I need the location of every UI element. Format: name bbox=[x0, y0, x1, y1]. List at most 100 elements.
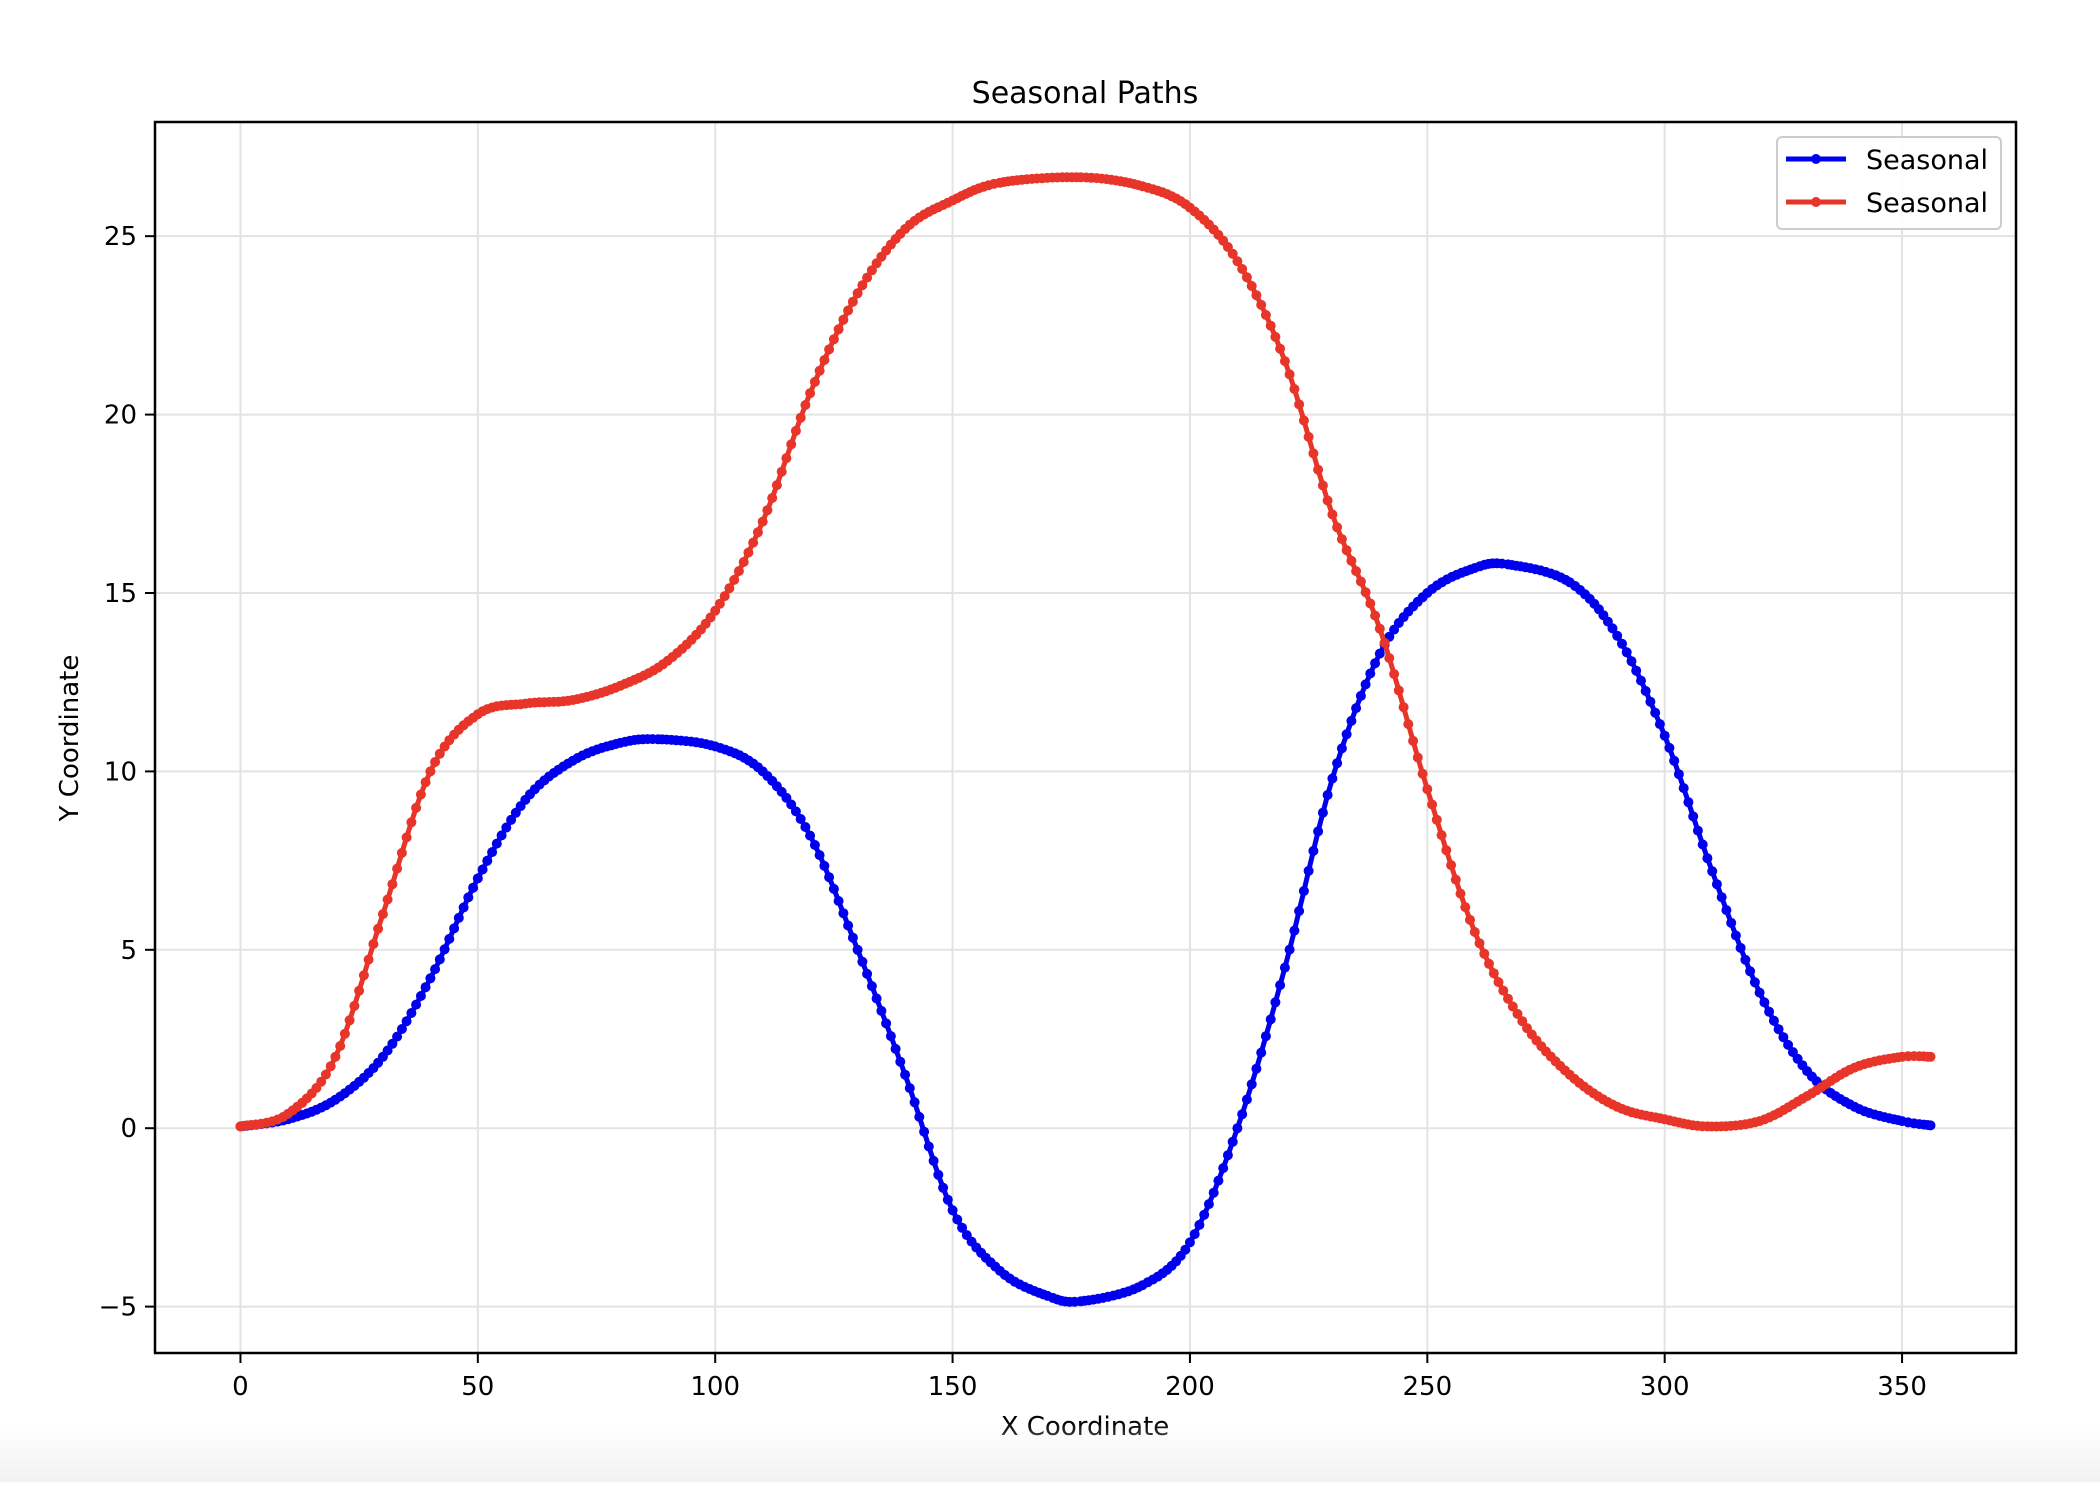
data-point-marker bbox=[1636, 675, 1646, 686]
data-point-marker bbox=[1512, 1008, 1523, 1019]
data-point-marker bbox=[1645, 696, 1656, 707]
data-point-marker bbox=[942, 1194, 953, 1205]
data-point-marker bbox=[852, 944, 863, 955]
data-point-marker bbox=[1707, 866, 1718, 877]
data-point-marker bbox=[1313, 464, 1324, 475]
data-point-marker bbox=[781, 453, 792, 464]
data-point-marker bbox=[1469, 927, 1480, 937]
data-point-marker bbox=[1265, 320, 1276, 331]
data-point-marker bbox=[1218, 1163, 1229, 1174]
legend-label: Seasonal bbox=[1866, 145, 1988, 176]
data-point-marker bbox=[1721, 905, 1732, 916]
data-point-marker bbox=[1246, 281, 1257, 291]
data-point-marker bbox=[719, 591, 730, 602]
data-point-marker bbox=[1351, 703, 1362, 714]
data-point-marker bbox=[1327, 509, 1338, 520]
data-point-marker bbox=[843, 920, 854, 931]
data-point-marker bbox=[786, 439, 797, 450]
data-point-marker bbox=[1336, 534, 1347, 545]
y-axis-ticks: −5 0 5 10 15 20 25 bbox=[99, 222, 155, 1323]
series-red bbox=[235, 172, 1936, 1132]
data-point-marker bbox=[349, 1000, 360, 1011]
data-point-marker bbox=[411, 802, 422, 813]
data-point-marker bbox=[1498, 985, 1509, 996]
data-point-marker bbox=[1256, 1047, 1267, 1058]
data-point-marker bbox=[1488, 968, 1499, 979]
data-point-marker bbox=[904, 1083, 915, 1094]
data-point-marker bbox=[852, 288, 863, 299]
data-point-marker bbox=[885, 1031, 896, 1042]
data-point-marker bbox=[1322, 495, 1333, 506]
data-point-marker bbox=[928, 1155, 939, 1166]
data-point-marker bbox=[1607, 623, 1618, 634]
data-point-marker bbox=[1617, 638, 1627, 649]
data-point-marker bbox=[1431, 814, 1442, 825]
data-point-marker bbox=[805, 388, 816, 399]
data-point-marker bbox=[866, 265, 877, 276]
data-point-marker bbox=[425, 973, 436, 984]
y-tick-label: 25 bbox=[104, 222, 137, 252]
data-point-marker bbox=[838, 908, 849, 919]
data-point-marker bbox=[1256, 299, 1267, 310]
data-point-marker bbox=[1460, 902, 1471, 913]
chart-title: Seasonal Paths bbox=[972, 76, 1199, 111]
data-point-marker bbox=[833, 896, 844, 906]
data-point-marker bbox=[1441, 845, 1452, 856]
data-point-marker bbox=[406, 1008, 417, 1018]
data-point-marker bbox=[425, 766, 436, 777]
data-point-marker bbox=[320, 1069, 331, 1080]
data-point-marker bbox=[1768, 1015, 1779, 1026]
data-point-marker bbox=[325, 1061, 336, 1072]
data-point-marker bbox=[1203, 1199, 1214, 1210]
data-point-marker bbox=[330, 1051, 341, 1062]
data-point-marker bbox=[1783, 1039, 1794, 1050]
data-point-marker bbox=[1669, 755, 1680, 766]
data-point-marker bbox=[909, 1097, 920, 1108]
data-point-marker bbox=[1275, 343, 1286, 354]
data-point-marker bbox=[1289, 925, 1300, 936]
data-point-marker bbox=[1427, 799, 1438, 810]
data-point-marker bbox=[1673, 769, 1684, 780]
data-point-marker bbox=[1370, 610, 1381, 621]
data-point-marker bbox=[776, 466, 787, 477]
data-point-marker bbox=[1697, 839, 1708, 850]
y-tick-label: 5 bbox=[120, 936, 137, 966]
data-point-marker bbox=[833, 324, 844, 335]
data-point-marker bbox=[387, 1038, 398, 1049]
data-point-marker bbox=[1474, 938, 1485, 949]
data-point-marker bbox=[1631, 665, 1642, 676]
data-point-marker bbox=[434, 954, 445, 965]
data-point-marker bbox=[1317, 480, 1328, 491]
legend-entry-red: Seasonal bbox=[1786, 188, 1988, 219]
data-point-marker bbox=[1465, 914, 1475, 925]
data-point-marker bbox=[373, 923, 384, 934]
data-point-marker bbox=[866, 981, 877, 992]
data-point-marker bbox=[847, 296, 858, 307]
data-point-marker bbox=[1688, 811, 1699, 822]
data-point-marker bbox=[809, 376, 820, 387]
data-point-marker bbox=[434, 748, 445, 759]
data-point-marker bbox=[363, 954, 374, 965]
data-point-marker bbox=[957, 1222, 968, 1233]
data-point-marker bbox=[729, 574, 740, 585]
data-point-marker bbox=[805, 830, 816, 841]
x-tick-label: 350 bbox=[1877, 1372, 1927, 1402]
data-point-marker bbox=[1351, 566, 1362, 577]
data-point-marker bbox=[1749, 977, 1760, 988]
data-point-marker bbox=[1222, 1150, 1233, 1161]
data-point-marker bbox=[396, 847, 407, 858]
bottom-shadow bbox=[0, 1422, 2100, 1482]
data-point-marker bbox=[444, 933, 455, 944]
data-point-marker bbox=[482, 855, 493, 866]
data-point-marker bbox=[1208, 1187, 1219, 1198]
data-point-marker bbox=[1493, 977, 1504, 988]
grid-lines bbox=[155, 122, 2016, 1353]
data-point-marker bbox=[743, 547, 754, 558]
data-point-marker bbox=[1213, 1175, 1224, 1186]
data-point-marker bbox=[923, 1141, 934, 1152]
data-point-marker bbox=[1322, 790, 1333, 800]
data-point-marker bbox=[895, 1056, 906, 1067]
data-point-marker bbox=[506, 814, 517, 825]
data-point-marker bbox=[1294, 399, 1305, 410]
data-point-marker bbox=[1417, 768, 1428, 779]
